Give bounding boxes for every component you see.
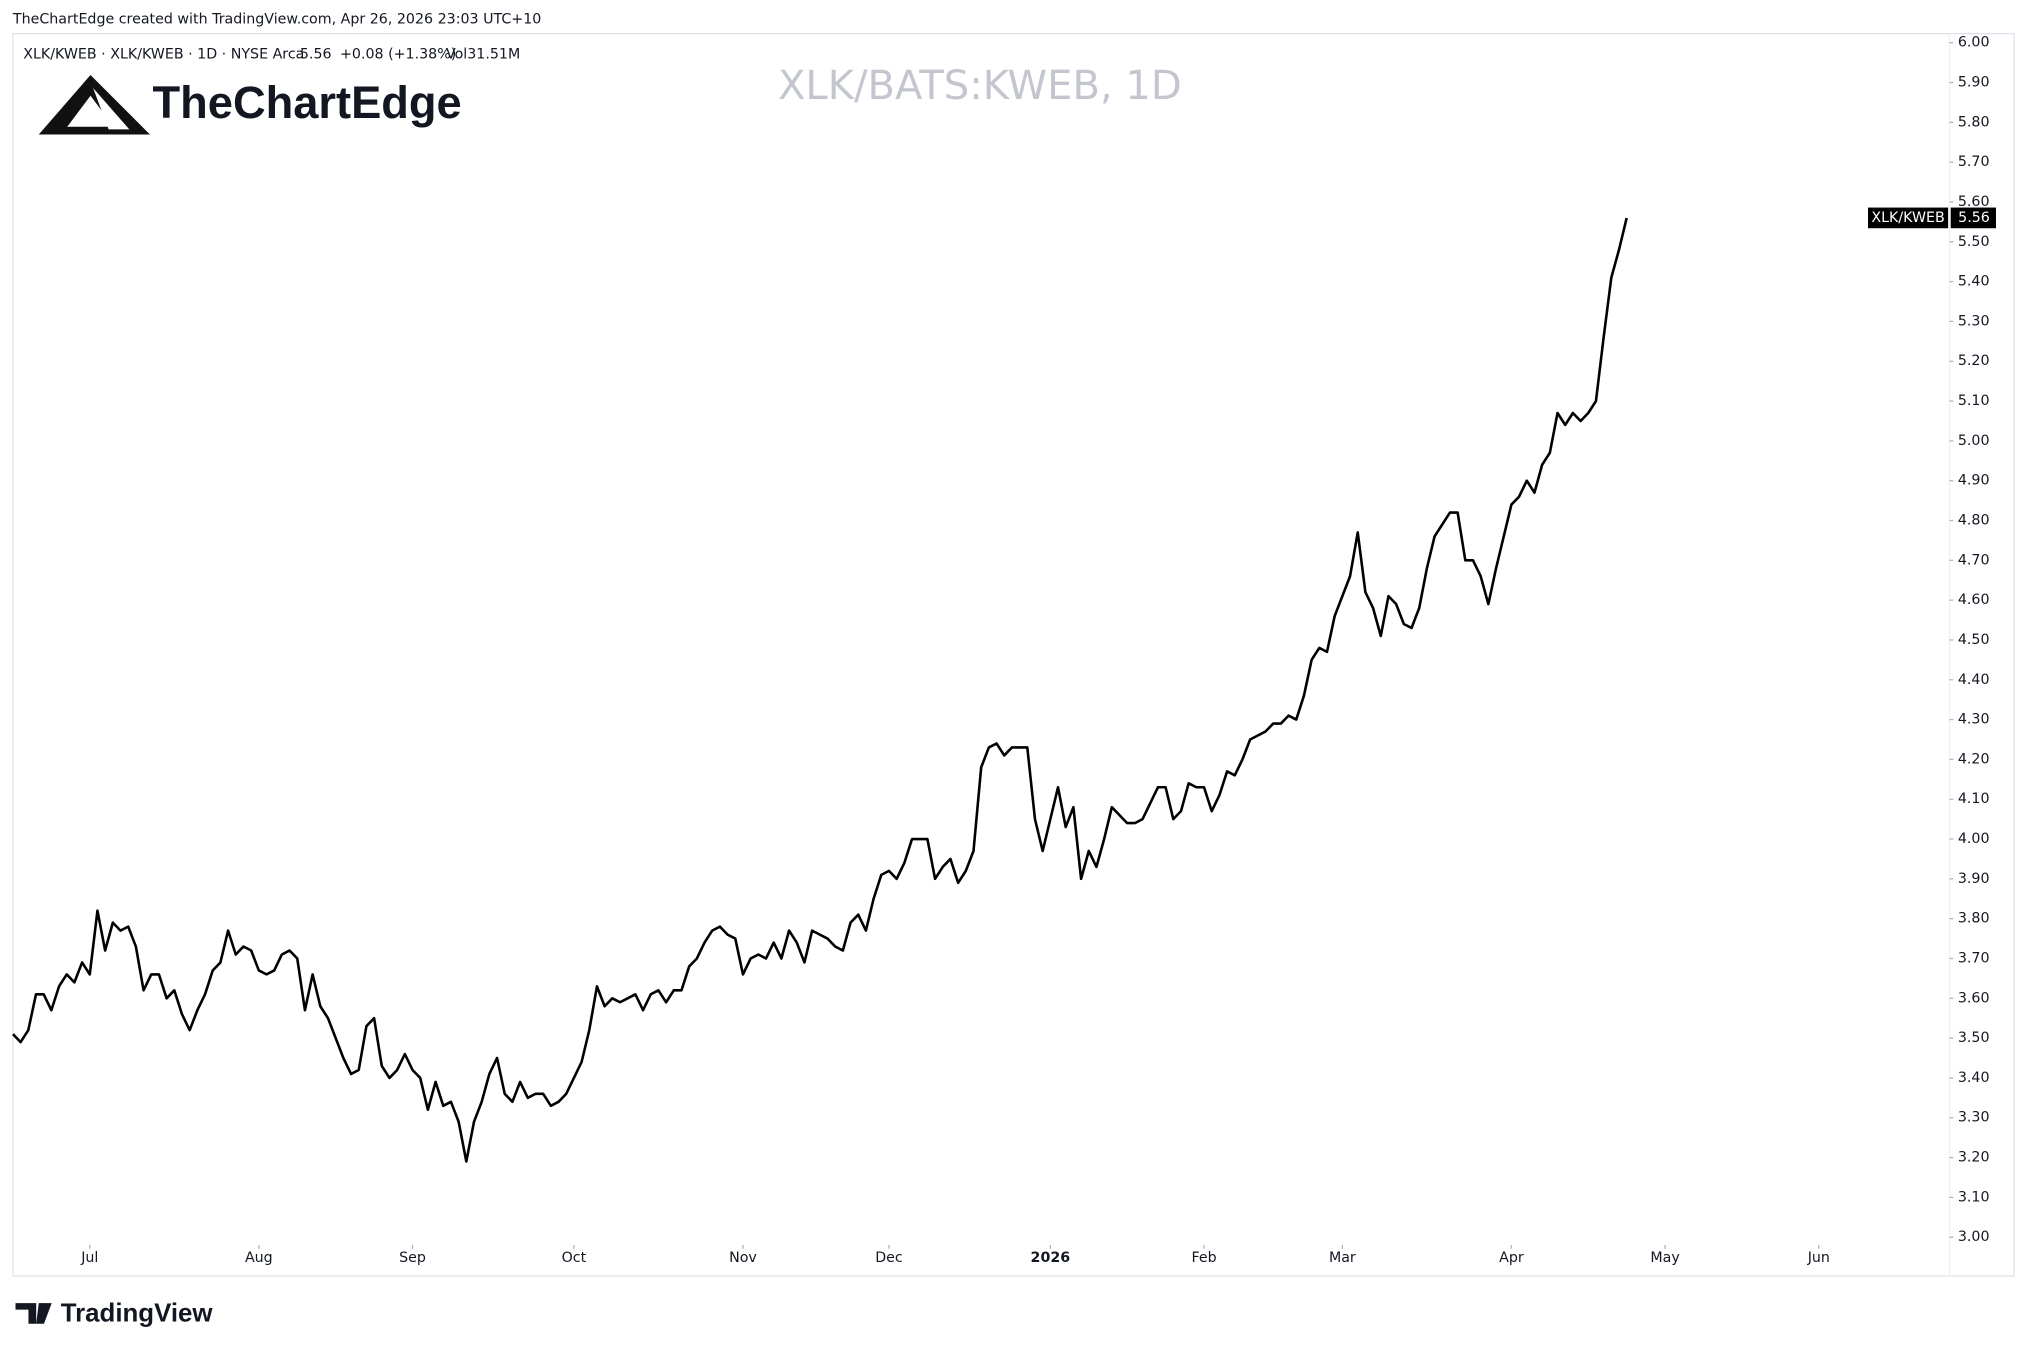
y-tick-label: 5.00	[1958, 433, 1990, 449]
y-tick-label: 4.50	[1958, 632, 1990, 648]
last-value-label: 5.56	[1958, 210, 1990, 226]
legend-volume: Vol31.51M	[446, 46, 520, 62]
y-tick-label: 5.60	[1958, 194, 1990, 210]
y-tick-label: 5.20	[1958, 353, 1990, 369]
y-tick-label: 4.10	[1958, 791, 1990, 807]
last-value-bg	[1950, 207, 1996, 229]
y-tick-label: 5.40	[1958, 274, 1990, 290]
x-tick-label: Nov	[729, 1250, 757, 1266]
price-line	[11, 217, 1628, 1163]
footer: TradingView	[15, 1300, 214, 1328]
y-tick-label: 5.30	[1958, 313, 1990, 329]
x-tick-label: May	[1650, 1250, 1679, 1266]
y-tick-label: 4.20	[1958, 751, 1990, 767]
attribution: TheChartEdge created with TradingView.co…	[12, 11, 541, 27]
y-tick-label: 3.80	[1958, 911, 1990, 927]
y-tick-label: 3.60	[1958, 990, 1990, 1006]
x-tick-label: Dec	[875, 1250, 903, 1266]
x-tick-label: Oct	[562, 1250, 587, 1266]
y-tick-label: 4.60	[1958, 592, 1990, 608]
y-tick-label: 3.70	[1958, 950, 1990, 966]
x-tick-label: Mar	[1329, 1250, 1356, 1266]
x-tick-label: 2026	[1031, 1250, 1071, 1266]
legend-price: 5.56	[300, 46, 332, 62]
y-tick-label: 5.70	[1958, 154, 1990, 170]
y-tick-label: 6.00	[1958, 35, 1990, 51]
y-tick-label: 3.10	[1958, 1189, 1990, 1205]
legend-change: +0.08 (+1.38%)	[340, 46, 456, 62]
brand-logo: TheChartEdge	[38, 75, 462, 135]
y-tick-label: 5.90	[1958, 75, 1990, 91]
logo-icon-cut	[67, 87, 130, 130]
y-tick-label: 4.90	[1958, 473, 1990, 489]
y-tick-label: 3.00	[1958, 1229, 1990, 1245]
legend-line: XLK/KWEB · XLK/KWEB · 1D · NYSE Arca 5.5…	[23, 46, 520, 62]
x-tick-label: Jul	[80, 1250, 98, 1266]
y-tick-label: 4.30	[1958, 712, 1990, 728]
x-tick-label: Sep	[399, 1250, 426, 1266]
watermark-title: XLK/BATS:KWEB, 1D	[778, 63, 1182, 109]
brand-name: TheChartEdge	[153, 77, 462, 128]
x-tick-label: Feb	[1191, 1250, 1216, 1266]
y-tick-label: 3.40	[1958, 1070, 1990, 1086]
y-tick-label: 4.80	[1958, 513, 1990, 529]
y-tick-label: 5.50	[1958, 234, 1990, 250]
chart-frame	[12, 33, 2015, 1277]
last-value-name: XLK/KWEB	[1871, 210, 1944, 226]
y-tick-label: 4.70	[1958, 552, 1990, 568]
y-tick-label: 3.90	[1958, 871, 1990, 887]
footer-brand: TradingView	[61, 1300, 214, 1328]
tradingview-icon-dot	[38, 1303, 47, 1311]
x-tick-label: Apr	[1499, 1250, 1524, 1266]
x-tick-label: Jun	[1807, 1250, 1830, 1266]
legend-info: XLK/KWEB · XLK/KWEB · 1D · NYSE Arca	[23, 46, 304, 62]
y-tick-label: 4.00	[1958, 831, 1990, 847]
last-value-name-bg	[1867, 207, 1949, 229]
y-tick-label: 4.40	[1958, 672, 1990, 688]
y-tick-label: 3.20	[1958, 1150, 1990, 1166]
y-tick-label: 5.80	[1958, 114, 1990, 130]
x-tick-label: Aug	[245, 1250, 273, 1266]
y-tick-label: 3.30	[1958, 1110, 1990, 1126]
y-tick-label: 5.10	[1958, 393, 1990, 409]
y-tick-label: 3.50	[1958, 1030, 1990, 1046]
